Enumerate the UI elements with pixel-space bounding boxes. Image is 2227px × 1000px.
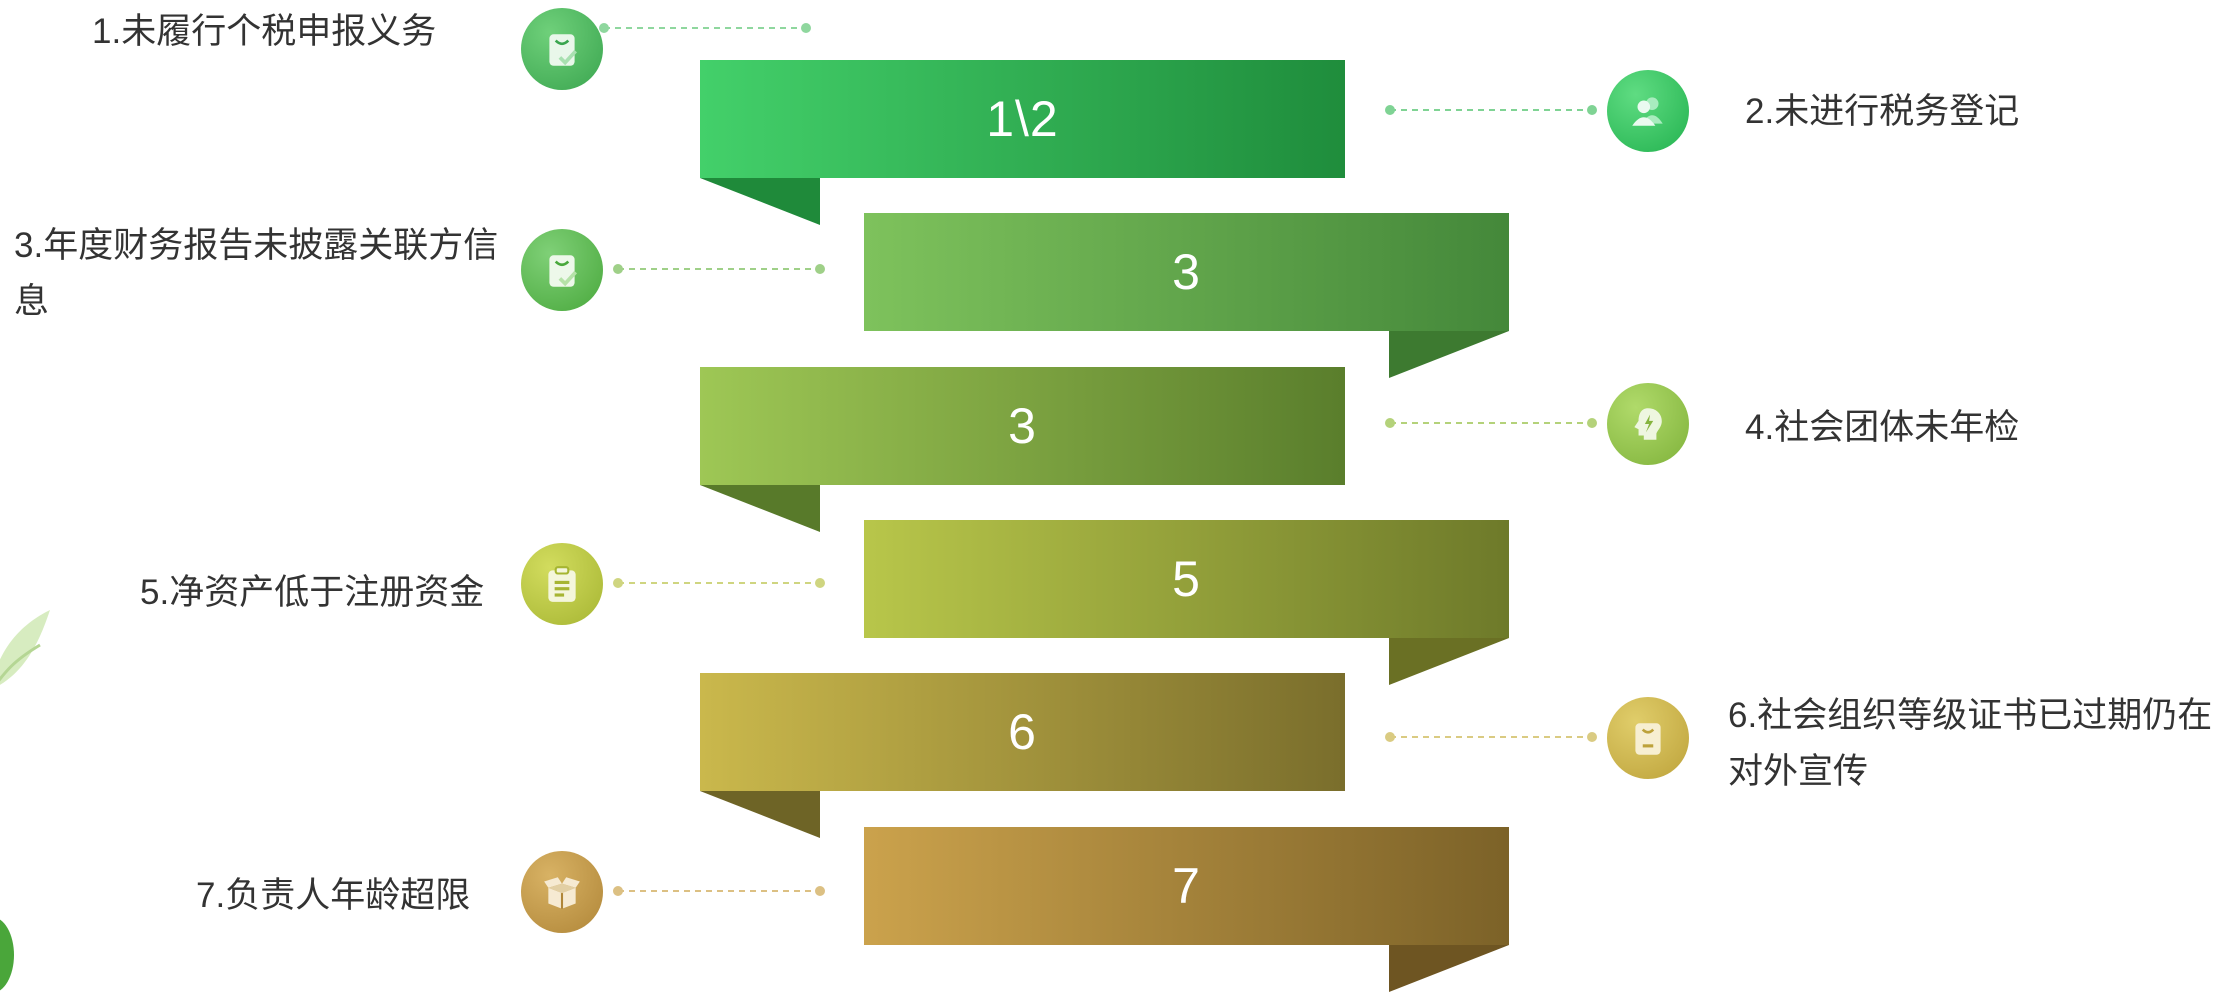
band-2	[864, 213, 1509, 378]
users-icon	[1632, 97, 1663, 126]
band-3	[700, 367, 1345, 532]
band-1	[700, 60, 1345, 225]
step-5-badge	[521, 543, 603, 625]
step-4-label: 4.社会团体未年检	[1745, 408, 2020, 447]
leaf-decoration-icon	[0, 610, 50, 685]
step-6-badge	[1607, 697, 1689, 779]
band-4	[864, 520, 1509, 685]
step-3-label: 3.年度财务报告未披露关联方信息	[14, 226, 499, 321]
band-6-label: 7	[1172, 858, 1201, 914]
step-2-badge	[1607, 70, 1689, 152]
band-6	[864, 827, 1509, 992]
step-4-badge	[1607, 383, 1689, 465]
band-4-label: 5	[1172, 551, 1201, 607]
open-box-icon	[544, 877, 580, 909]
clipboard-icon	[1635, 723, 1661, 755]
head-idea-icon	[1634, 408, 1662, 440]
step-1-label: 1.未履行个税申报义务	[92, 12, 437, 51]
leaf-decoration-icon	[0, 919, 14, 991]
step-5-label: 5.净资产低于注册资金	[140, 573, 485, 612]
step-7-label: 7.负责人年龄超限	[196, 876, 471, 915]
step-1-badge	[521, 8, 603, 90]
band-3-label: 3	[1008, 398, 1037, 454]
band-5-label: 6	[1008, 704, 1037, 760]
step-2-label: 2.未进行税务登记	[1745, 92, 2020, 131]
clipboard-check-icon	[549, 34, 578, 66]
step-3-badge	[521, 229, 603, 311]
band-1-label: 1\2	[986, 91, 1059, 147]
clipboard-check-icon	[549, 255, 578, 287]
band-2-label: 3	[1172, 244, 1201, 300]
step-6-label: 6.社会组织等级证书已过期仍在对外宣传	[1728, 696, 2213, 791]
clipboard-list-icon	[548, 566, 576, 602]
band-5	[700, 673, 1345, 838]
step-7-badge	[521, 851, 603, 933]
